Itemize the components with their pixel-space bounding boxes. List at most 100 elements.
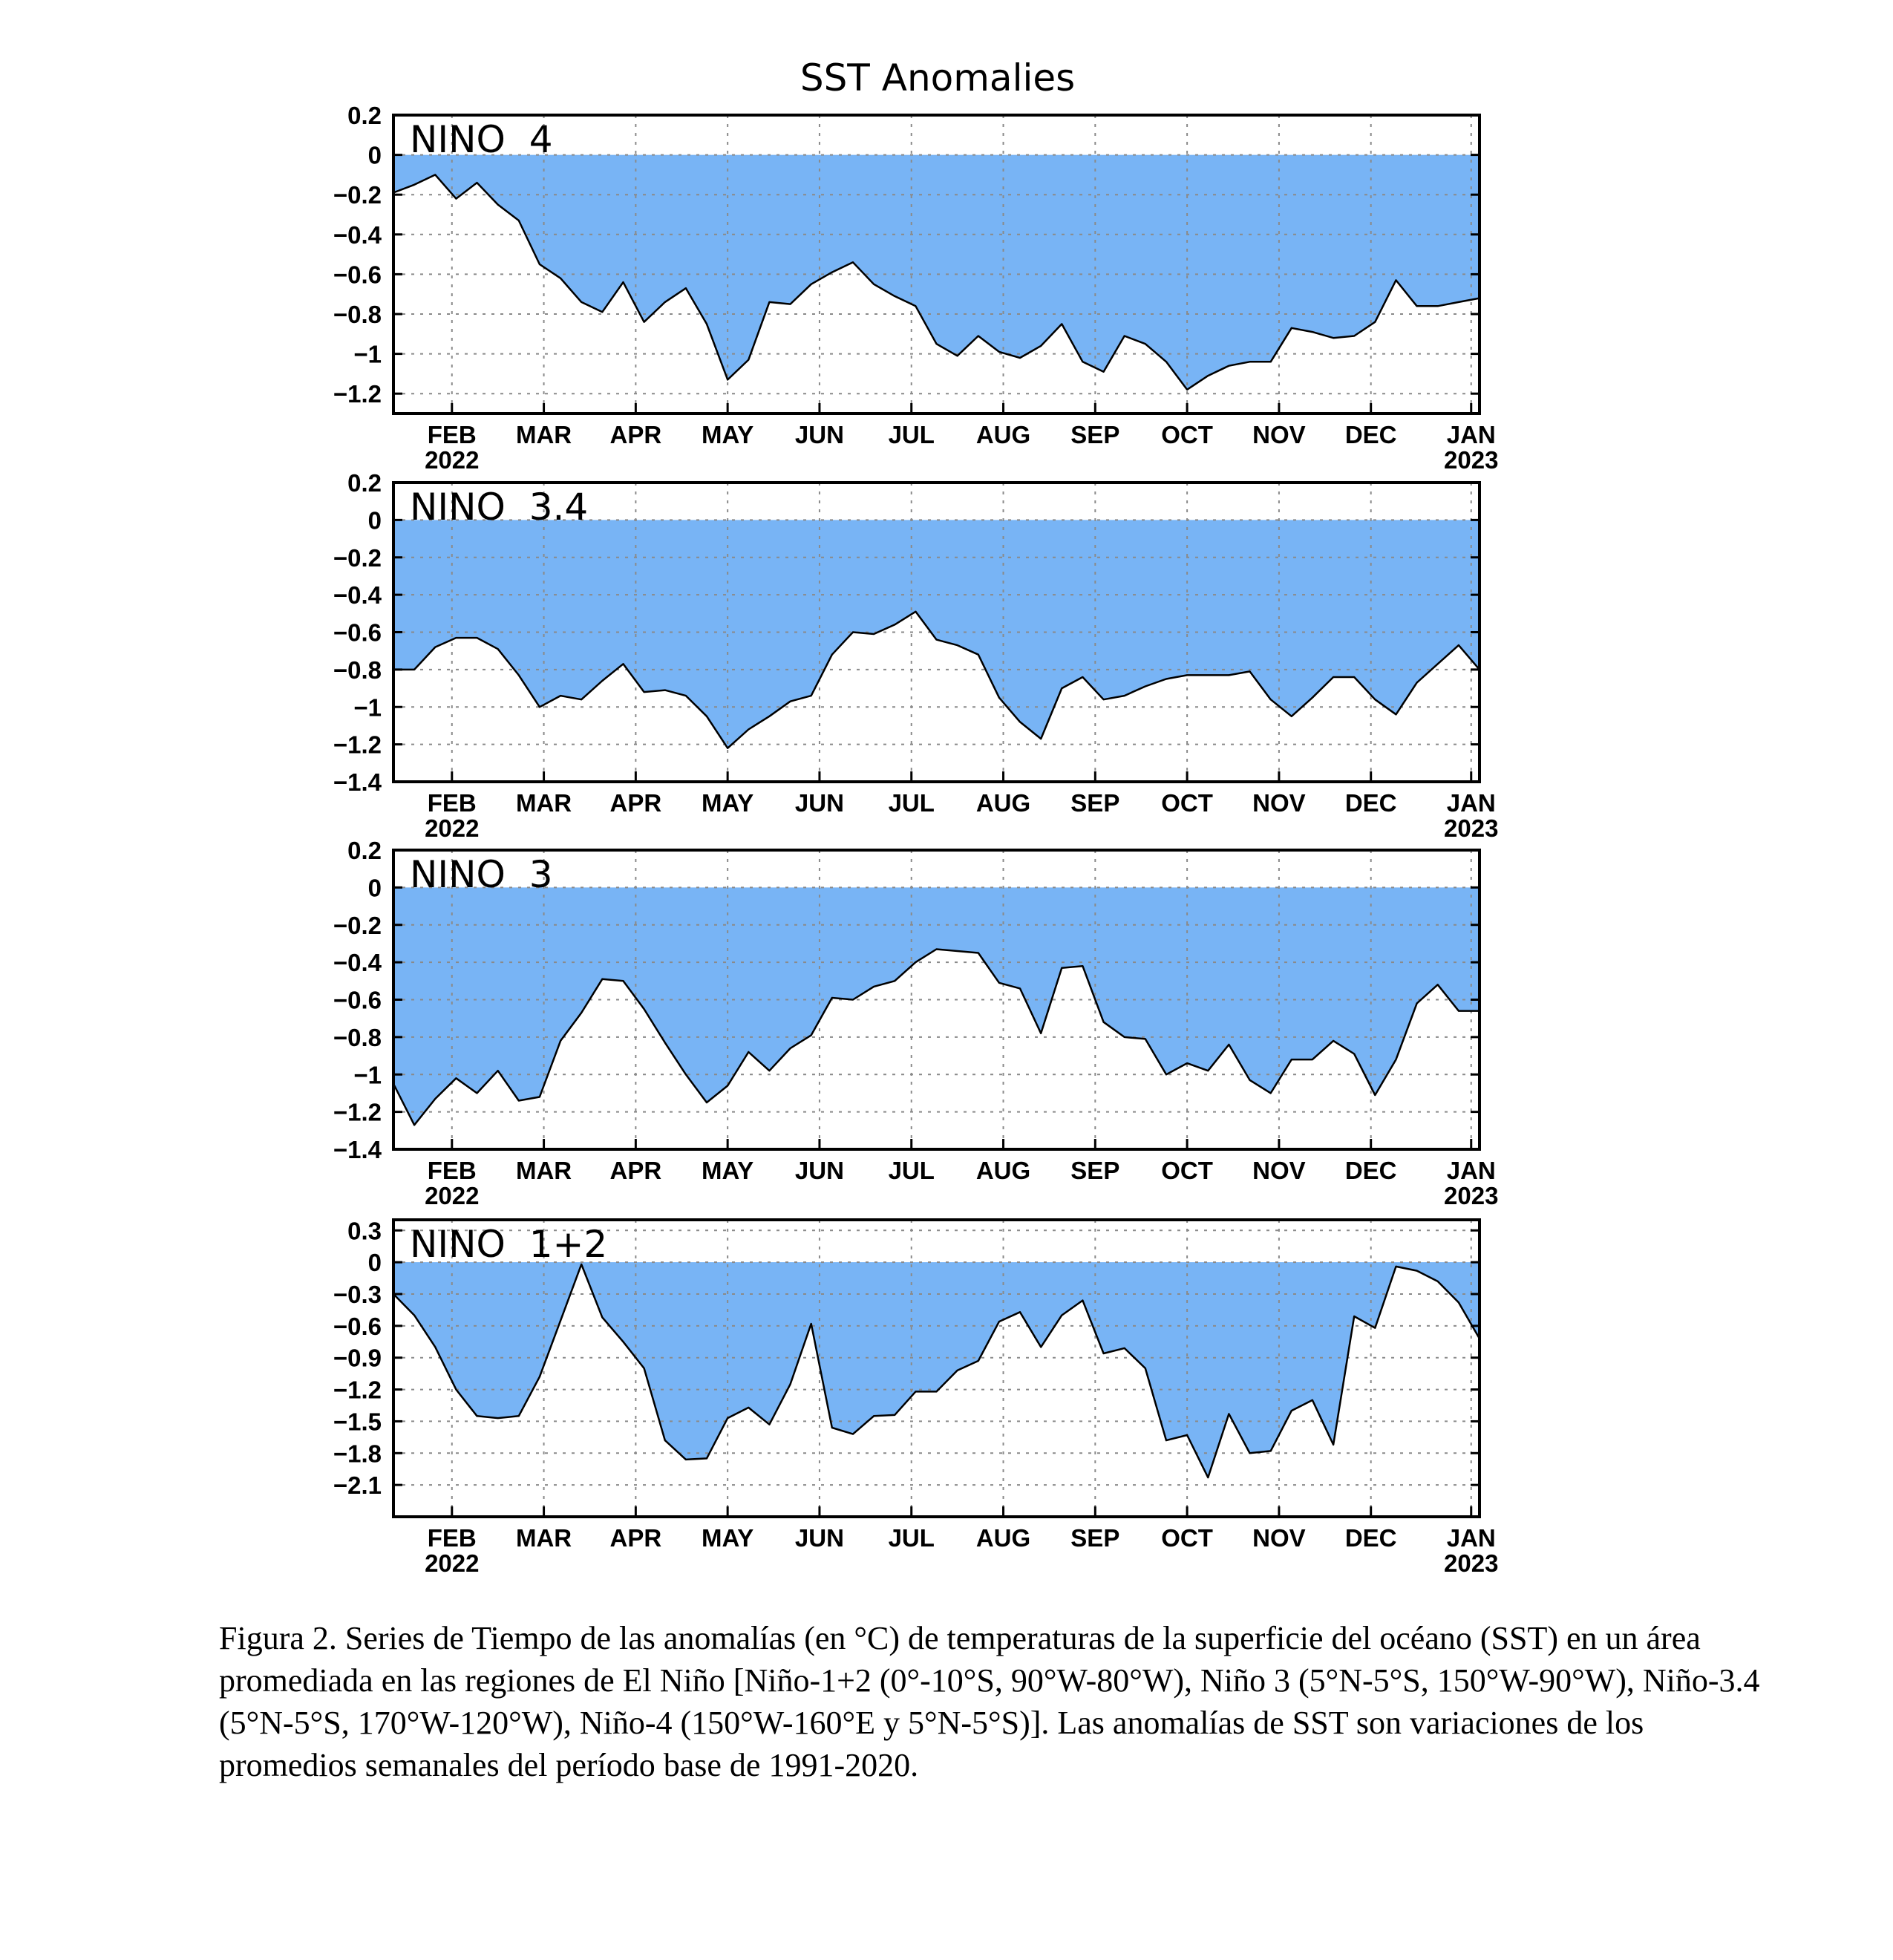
x-tick-label: FEB (428, 1524, 477, 1552)
y-tick-label: −0.8 (333, 656, 382, 684)
x-tick-label: JUN (795, 1524, 844, 1552)
y-tick-label: −0.4 (333, 949, 382, 976)
y-tick-label: −0.3 (333, 1281, 382, 1308)
chart-panel: 0.2 0 −0.2 −0.4 −0.6 −0.8 −1 −1.2 −1.4 FEB MAR APR M… (333, 469, 1499, 842)
x-tick-label: MAR (516, 1157, 572, 1184)
series-line (393, 1263, 1481, 1479)
year-label: 2022 (425, 446, 479, 474)
x-tick-label: NOV (1252, 789, 1306, 817)
anomaly-area (393, 520, 1480, 748)
year-label: 2023 (1444, 814, 1498, 842)
x-tick-label: MAR (516, 1524, 572, 1552)
region-label: NINO 1+2 (410, 1223, 607, 1266)
y-tick-label: −1 (353, 693, 382, 721)
y-tick-label: 0 (368, 874, 382, 901)
x-tick-label: JUL (889, 1157, 935, 1184)
y-tick-label: −1.2 (333, 731, 382, 759)
x-tick-label: FEB (428, 421, 477, 448)
year-label: 2023 (1444, 1549, 1498, 1577)
x-tick-label: MAR (516, 421, 572, 448)
x-tick-label: JAN (1447, 421, 1496, 448)
year-label: 2023 (1444, 446, 1498, 474)
x-tick-label: MAY (702, 1524, 753, 1552)
y-tick-label: −0.2 (333, 544, 382, 572)
series-line (392, 948, 1480, 1126)
chart-panels: 0.2 0 −0.2 −0.4 −0.6 −0.8 −1 −1.2 FEB MAR APR MAY JU… (333, 102, 1499, 1577)
y-tick-label: −0.4 (333, 581, 382, 609)
x-tick-label: AUG (976, 1524, 1030, 1552)
region-label: NINO 3.4 (410, 486, 588, 529)
y-tick-label: −1 (353, 341, 382, 368)
y-tick-label: 0.3 (347, 1217, 382, 1244)
anomaly-area (393, 154, 1480, 390)
x-tick-label: AUG (976, 421, 1030, 448)
y-tick-label: −1.2 (333, 1376, 382, 1404)
chart-panel: 0.3 0 −0.3 −0.6 −0.9 −1.2 −1.5 −1.8 −2.1 FEB MAR AP… (333, 1217, 1499, 1577)
x-tick-label: MAY (702, 789, 753, 817)
x-tick-label: OCT (1161, 1157, 1213, 1184)
y-tick-label: −0.2 (333, 181, 382, 209)
plot-frame (392, 114, 1481, 415)
x-tick-label: SEP (1070, 789, 1119, 817)
x-tick-label: JAN (1447, 789, 1496, 817)
x-tick-label: DEC (1345, 1524, 1397, 1552)
x-tick-label: DEC (1345, 789, 1397, 817)
region-label: NINO 4 (410, 118, 553, 161)
y-tick-label: 0 (368, 142, 382, 169)
y-tick-label: 0.2 (347, 837, 382, 864)
y-tick-label: −2.1 (333, 1471, 382, 1499)
x-tick-label: JAN (1447, 1524, 1496, 1552)
x-tick-label: JAN (1447, 1157, 1496, 1184)
anomaly-area (393, 887, 1480, 1126)
chart-panel: 0.2 0 −0.2 −0.4 −0.6 −0.8 −1 −1.2 FEB MAR APR MAY JU… (333, 102, 1499, 474)
y-tick-label: −0.9 (333, 1345, 382, 1372)
x-tick-label: AUG (976, 789, 1030, 817)
x-tick-label: OCT (1161, 1524, 1213, 1552)
y-tick-label: 0.2 (347, 469, 382, 497)
x-tick-label: FEB (428, 789, 477, 817)
y-tick-label: −1.4 (333, 1136, 382, 1163)
x-tick-label: DEC (1345, 421, 1397, 448)
x-tick-label: APR (610, 789, 662, 817)
series-line (393, 610, 1480, 749)
y-tick-label: −0.6 (333, 261, 382, 288)
x-tick-label: SEP (1070, 1524, 1119, 1552)
region-label: NINO 3 (410, 853, 553, 896)
x-tick-label: JUL (889, 789, 935, 817)
y-tick-label: −0.6 (333, 619, 382, 647)
sst-anomalies-figure: SST Anomalies 0.2 0 −0.2 −0.4 −0.6 −0.8 −1 −1.2… (333, 56, 1499, 1577)
x-tick-label: FEB (428, 1157, 477, 1184)
y-tick-label: −1.5 (333, 1408, 382, 1435)
year-label: 2022 (425, 1549, 479, 1577)
figure-title: SST Anomalies (800, 56, 1075, 99)
y-tick-label: −0.8 (333, 301, 382, 328)
y-tick-label: −1.2 (333, 1099, 382, 1126)
y-tick-label: 0 (368, 1249, 382, 1276)
y-tick-label: −1.4 (333, 768, 382, 796)
x-tick-label: MAY (702, 1157, 753, 1184)
y-tick-label: 0 (368, 506, 382, 534)
x-tick-label: JUL (889, 421, 935, 448)
x-tick-label: APR (610, 421, 662, 448)
anomaly-area (393, 1262, 1480, 1478)
x-tick-label: MAY (702, 421, 753, 448)
x-tick-label: OCT (1161, 789, 1213, 817)
chart-panel: 0.2 0 −0.2 −0.4 −0.6 −0.8 −1 −1.2 −1.4 FEB MAR APR M… (333, 837, 1499, 1209)
x-tick-label: MAR (516, 789, 572, 817)
y-tick-label: −1 (353, 1061, 382, 1088)
x-tick-label: APR (610, 1524, 662, 1552)
x-tick-label: NOV (1252, 421, 1306, 448)
x-tick-label: JUL (889, 1524, 935, 1552)
x-tick-label: JUN (795, 789, 844, 817)
x-tick-label: APR (610, 1157, 662, 1184)
x-tick-label: OCT (1161, 421, 1213, 448)
x-tick-label: DEC (1345, 1157, 1397, 1184)
y-tick-label: −0.2 (333, 912, 382, 939)
year-label: 2022 (425, 1182, 479, 1209)
y-tick-label: −0.6 (333, 987, 382, 1014)
y-tick-label: −0.6 (333, 1313, 382, 1340)
y-tick-label: 0.2 (347, 102, 382, 129)
x-tick-label: SEP (1070, 1157, 1119, 1184)
figure-caption: Figura 2. Series de Tiempo de las anomal… (219, 1620, 1760, 1783)
x-tick-label: AUG (976, 1157, 1030, 1184)
